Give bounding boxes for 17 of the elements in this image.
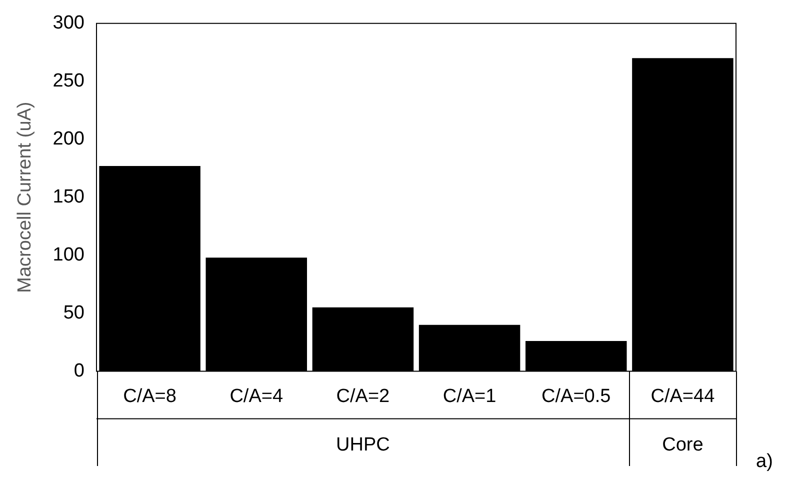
y-tick-label: 100 — [52, 244, 84, 266]
y-axis-title: Macrocell Current (uA) — [14, 102, 36, 293]
text: a) — [756, 451, 773, 472]
x-tick-label: C/A=44 — [650, 386, 716, 407]
y-tick-label: 50 — [63, 302, 84, 324]
x-tick-label: C/A=2 — [336, 386, 390, 407]
x-tick-label: C/A=0.5 — [542, 386, 611, 407]
x-tick-label: C/A=4 — [230, 386, 284, 407]
y-tick-label: 250 — [52, 70, 84, 92]
y-tick-label: 200 — [52, 128, 84, 150]
text: Core — [662, 434, 704, 456]
y-tick-label: 300 — [52, 12, 84, 34]
y-tick-label: 150 — [52, 186, 84, 208]
x-tick-label: C/A=8 — [123, 386, 176, 407]
y-tick-label: 0 — [74, 360, 84, 382]
text: UHPC — [336, 434, 390, 456]
x-tick-label: C/A=1 — [442, 386, 496, 407]
